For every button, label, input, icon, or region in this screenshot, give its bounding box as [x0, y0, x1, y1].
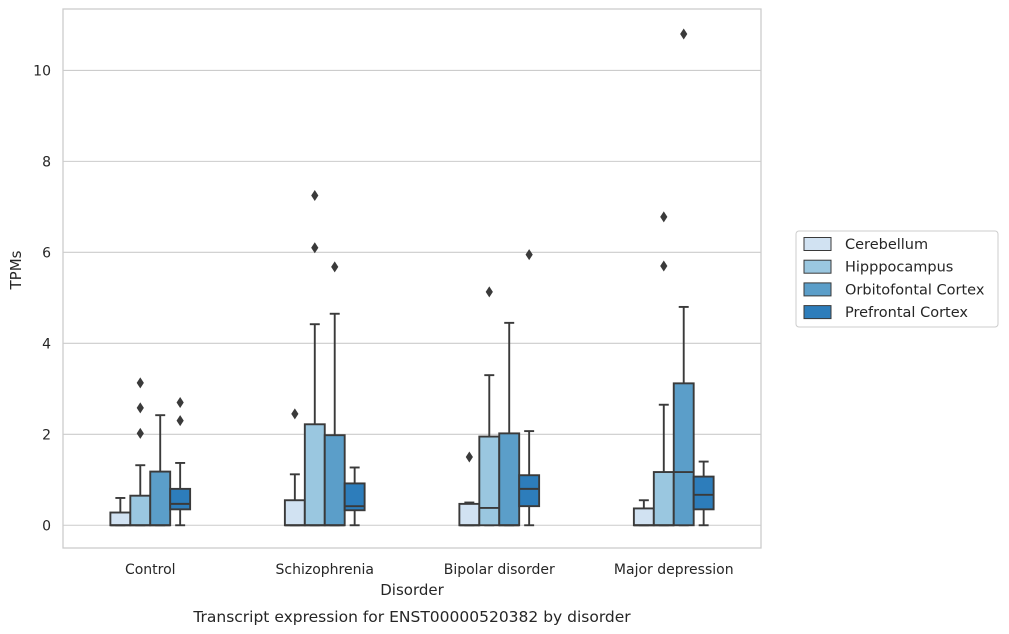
- box-prefrontal-cortex: [169, 396, 192, 527]
- outlier-point: [485, 286, 493, 298]
- box-prefrontal-cortex: [518, 249, 541, 527]
- outlier-point: [136, 402, 144, 414]
- box-body: [458, 502, 481, 527]
- gridlines: [63, 69, 761, 526]
- box-body: [692, 475, 715, 511]
- box-body: [343, 482, 366, 512]
- legend-label: Prefrontal Cortex: [845, 305, 968, 321]
- legend-label: Orbitofontal Cortex: [845, 282, 985, 298]
- outlier-point: [136, 377, 144, 389]
- box-body: [478, 435, 501, 527]
- chart-caption: Transcript expression for ENST0000052038…: [192, 608, 631, 626]
- box-cerebellum: [109, 497, 132, 527]
- box-body: [652, 471, 675, 527]
- box-hipppocampus: [652, 211, 675, 527]
- outlier-point: [311, 189, 319, 201]
- legend-swatch: [803, 305, 832, 320]
- x-tick-label: Control: [125, 562, 176, 578]
- box-body: [109, 511, 132, 527]
- box-prefrontal-cortex: [343, 466, 366, 527]
- x-tick-label: Major depression: [614, 562, 734, 578]
- y-axis-label: TPMs: [7, 250, 25, 290]
- legend-swatch: [803, 237, 832, 251]
- x-tick-label: Schizophrenia: [276, 562, 374, 578]
- y-tick-label: 0: [42, 518, 51, 534]
- box-cerebellum: [283, 408, 306, 527]
- outlier-point: [680, 28, 688, 40]
- legend-swatch: [803, 282, 832, 297]
- box-cerebellum: [632, 499, 655, 527]
- box-hipppocampus: [303, 189, 326, 527]
- outlier-point: [291, 408, 299, 420]
- legend-swatch: [803, 259, 832, 274]
- outlier-point: [660, 211, 668, 223]
- y-tick-label: 6: [42, 245, 51, 261]
- legend: Cerebellum Hipppocampus Orbitofontal Corte…: [795, 230, 999, 328]
- x-axis-label: Disorder: [380, 581, 444, 599]
- box-orbitofontal-cortex: [149, 414, 172, 527]
- legend-label: Cerebellum: [845, 237, 928, 253]
- outlier-point: [331, 261, 339, 273]
- box-cerebellum: [458, 451, 481, 527]
- outlier-point: [660, 260, 668, 272]
- y-tick-labels: 0 2 4 6 8 10: [33, 63, 51, 534]
- outlier-point: [176, 415, 184, 427]
- box-body: [129, 494, 152, 527]
- outlier-point: [311, 242, 319, 254]
- legend-frame: [795, 230, 999, 328]
- box-body: [632, 507, 655, 527]
- x-tick-labels: Control Schizophrenia Bipolar disorder Majo…: [125, 562, 734, 578]
- box-body: [169, 487, 192, 511]
- box-prefrontal-cortex: [692, 460, 715, 527]
- y-tick-label: 10: [33, 63, 51, 79]
- outlier-point: [136, 427, 144, 439]
- outlier-point: [525, 249, 533, 261]
- box-orbitofontal-cortex: [323, 261, 346, 527]
- x-tick-label: Bipolar disorder: [444, 562, 555, 578]
- outlier-point: [176, 396, 184, 408]
- legend-label: Hipppocampus: [845, 260, 953, 276]
- box-body: [672, 382, 695, 527]
- box-body: [149, 470, 172, 527]
- box-body: [303, 423, 326, 527]
- outlier-point: [465, 451, 473, 463]
- box-body: [323, 434, 346, 527]
- plot-frame: [62, 8, 762, 549]
- box-body: [498, 432, 521, 527]
- box-orbitofontal-cortex: [498, 321, 521, 527]
- y-tick-label: 8: [42, 154, 51, 170]
- box-body: [283, 499, 306, 527]
- y-tick-label: 4: [42, 336, 51, 352]
- y-tick-label: 2: [42, 427, 51, 443]
- box-groups: [109, 28, 715, 527]
- box-body: [518, 474, 541, 508]
- box-orbitofontal-cortex: [672, 28, 695, 527]
- box-hipppocampus: [129, 377, 152, 527]
- box-hipppocampus: [478, 286, 501, 527]
